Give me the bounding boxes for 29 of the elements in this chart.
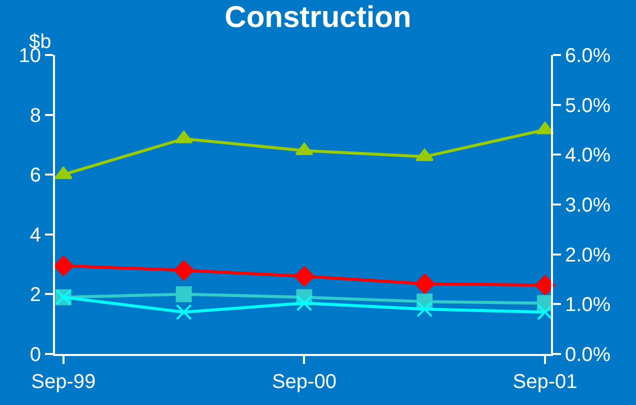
y-tick-label: 4 <box>30 224 41 246</box>
y-tick-label: 6 <box>30 164 41 187</box>
y-tick-label: 8 <box>30 104 41 127</box>
y2-tick-label: 1.0% <box>565 294 611 316</box>
point <box>416 301 433 318</box>
point <box>414 274 435 294</box>
y2-tick-label: 3.0% <box>565 194 611 216</box>
point <box>296 295 312 312</box>
y2-tick-label: 6.0% <box>565 45 611 67</box>
point <box>174 260 194 280</box>
y-tick-label: 2 <box>30 284 41 306</box>
point <box>536 304 553 320</box>
y2-tick-label: 4.0% <box>565 144 611 167</box>
point <box>174 130 193 144</box>
chart-title: Construction <box>224 1 412 34</box>
point <box>176 304 192 320</box>
point <box>53 256 74 276</box>
y2-tick-label: 2.0% <box>565 244 611 266</box>
y2-tick-label: 5.0% <box>565 94 611 117</box>
point <box>295 142 314 156</box>
x-tick-label: Sep-00 <box>272 371 336 393</box>
x-tick-label: Sep-01 <box>512 371 578 393</box>
point <box>176 286 192 302</box>
y2-tick-label: 0.0% <box>565 344 611 366</box>
y-tick-label: 0 <box>30 344 41 366</box>
x-tick-label: Sep-99 <box>31 371 96 393</box>
point <box>534 275 556 296</box>
point <box>294 266 314 286</box>
point <box>416 148 434 162</box>
